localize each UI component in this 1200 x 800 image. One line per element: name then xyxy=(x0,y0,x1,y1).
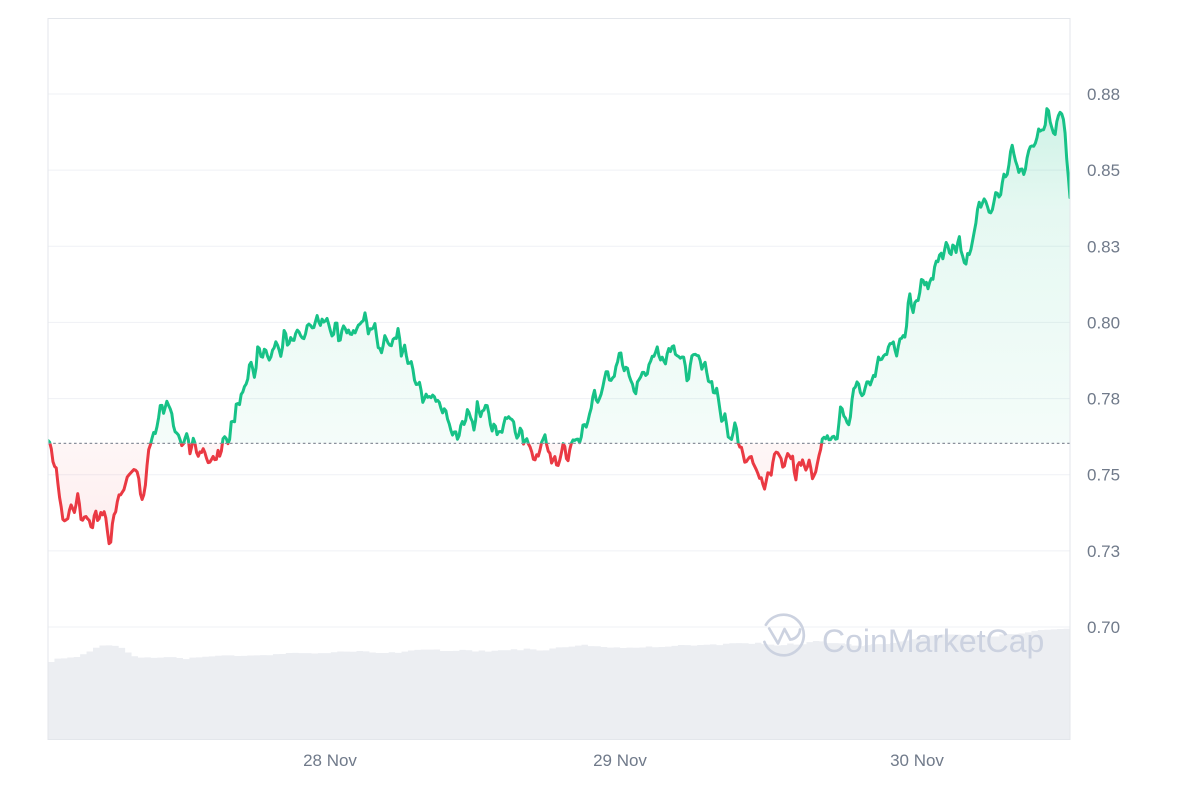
svg-text:0.70: 0.70 xyxy=(1087,618,1120,637)
svg-text:0.88: 0.88 xyxy=(1087,85,1120,104)
svg-text:0.73: 0.73 xyxy=(1087,542,1120,561)
svg-text:0.85: 0.85 xyxy=(1087,161,1120,180)
svg-text:0.78: 0.78 xyxy=(1087,390,1120,409)
svg-text:30 Nov: 30 Nov xyxy=(890,751,944,770)
svg-text:0.83: 0.83 xyxy=(1087,237,1120,256)
svg-text:CoinMarketCap: CoinMarketCap xyxy=(822,623,1044,659)
svg-text:29 Nov: 29 Nov xyxy=(593,751,647,770)
svg-text:0.80: 0.80 xyxy=(1087,313,1120,332)
svg-text:28 Nov: 28 Nov xyxy=(303,751,357,770)
svg-text:0.75: 0.75 xyxy=(1087,466,1120,485)
